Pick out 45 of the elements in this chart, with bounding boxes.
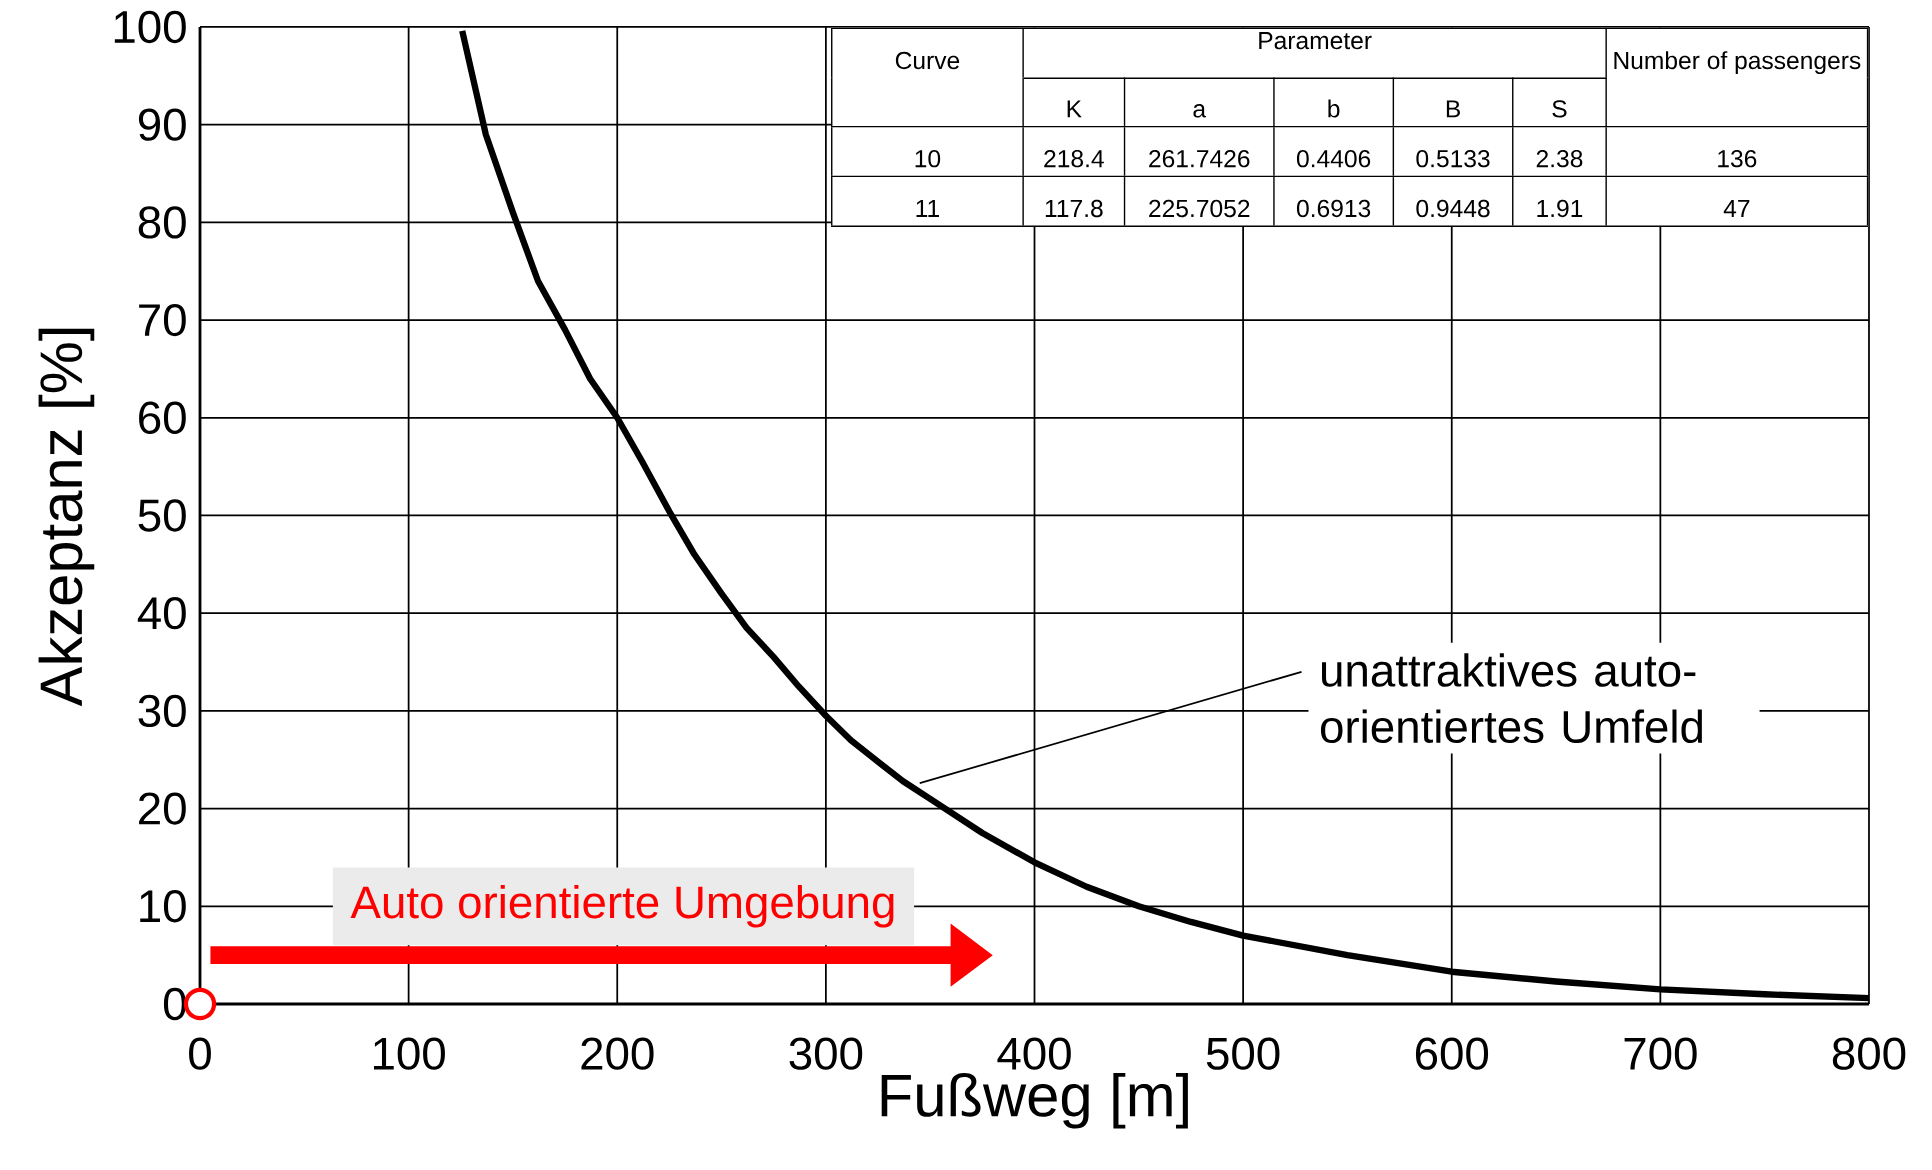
y-tick-label: 40 [137,597,186,630]
annotation: Number of passengers [1614,51,1861,75]
annotation: 218.4 [1044,150,1104,168]
x-tick-label: 700 [1624,1037,1697,1070]
annotation: Curve [895,51,960,70]
x-tick-label: 500 [1206,1037,1280,1070]
annotation: 0.5133 [1416,150,1490,168]
annotation: 117.8 [1045,199,1103,218]
annotation: unattraktives auto-orientiertes Umfeld [1320,653,1703,744]
y-tick-label: 20 [139,792,186,825]
annotation: 136 [1718,150,1757,168]
annotation: 261.7426 [1149,150,1250,168]
annotation: Parameter [1259,32,1372,50]
annotation: 225.7052 [1149,199,1250,218]
x-tick-label: 600 [1415,1037,1489,1070]
y-tick-label: 30 [138,694,186,728]
y-tick-label: 60 [139,401,186,434]
y-tick-label: 80 [138,206,186,239]
annotation: b [1328,99,1340,118]
y-axis-title: Akzeptanz [%] [38,328,95,707]
annotation: 0.9448 [1416,199,1490,218]
x-tick-label: 400 [997,1037,1071,1070]
annotation: 11 [916,200,939,217]
x-tick-label: 200 [581,1037,654,1070]
annotation: 2.38 [1536,150,1583,168]
annotation: 47 [1723,200,1750,217]
x-tick-label: 100 [373,1037,445,1070]
annotation: S [1552,100,1567,118]
annotation: a [1193,104,1207,118]
annotation: 0.4406 [1296,150,1371,168]
y-tick-label: 70 [139,303,186,337]
x-tick-label: 300 [789,1037,863,1070]
annotation: 0.6913 [1296,199,1371,218]
y-tick-label: 100 [114,10,186,44]
annotation: 10 [915,150,941,168]
y-tick-label: 50 [138,499,186,532]
annotation: B [1446,100,1460,118]
x-tick-label: 0 [189,1037,211,1070]
x-axis-title: Fußweg [m] [881,1072,1188,1129]
annotation: K [1067,100,1082,118]
annotation: Auto orientierte Umgebung [350,884,894,928]
x-tick-label: 800 [1832,1037,1906,1070]
y-tick-label: 10 [140,890,186,923]
annotation: 1.91 [1537,199,1583,218]
y-tick-label: 90 [138,108,186,141]
